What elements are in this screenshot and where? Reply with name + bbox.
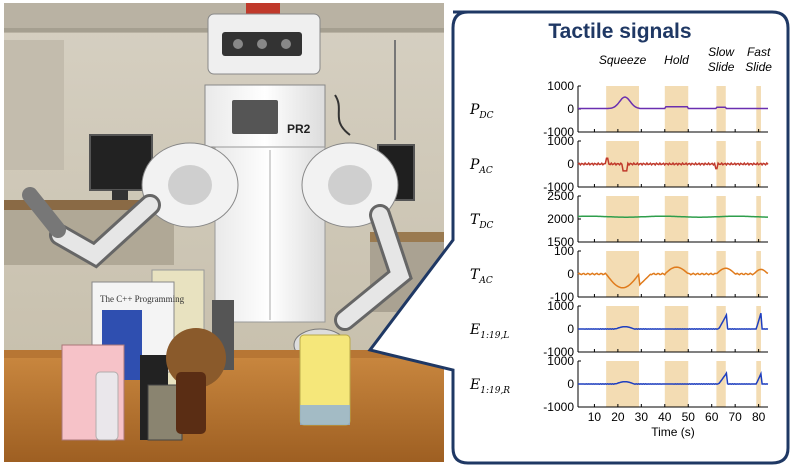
channel-plot: 100 0 -100 TAC (470, 244, 769, 304)
object-brown-bottle (176, 372, 206, 434)
y-tick-label: 0 (567, 267, 574, 281)
y-tick-label: 1000 (547, 299, 574, 313)
object-spray-bottle (95, 371, 119, 441)
channel-label: E1:19,R (469, 377, 510, 396)
x-tick-label: 30 (635, 410, 649, 424)
robot-label: PR2 (287, 122, 311, 136)
desk-left (4, 200, 174, 210)
channel-plot: 1000 0 -1000 E1:19,L (469, 299, 769, 359)
x-tick-label: 60 (705, 410, 719, 424)
y-tick-label: -1000 (543, 400, 574, 414)
tactile-panel: Tactile signals Squeeze Hold Slow Slide Fast… (367, 10, 790, 465)
phase-band (664, 251, 689, 297)
phase-band (756, 251, 761, 297)
panel-title: Tactile signals (548, 20, 691, 43)
x-tick-label: 40 (658, 410, 672, 424)
signal-trace (578, 312, 769, 330)
phase-band (716, 86, 726, 132)
plots: 10000-1000PDC10000-1000PAC250020001500TD… (469, 79, 769, 414)
phase-band (716, 251, 726, 297)
y-tick-label: -1000 (543, 180, 574, 194)
x-tick-label: 70 (728, 410, 742, 424)
wall-shelf (4, 40, 64, 170)
y-tick-label: 1000 (547, 354, 574, 368)
x-tick-label: 50 (682, 410, 696, 424)
signal-trace (577, 266, 769, 289)
phase-band (664, 86, 689, 132)
phase-band (606, 251, 639, 297)
signal-trace (577, 157, 769, 172)
y-tick-label: 0 (567, 157, 574, 171)
y-tick-label: 1500 (547, 235, 574, 249)
signal-trace (578, 215, 768, 218)
signal-trace (578, 96, 768, 110)
channel-label: TDC (470, 212, 494, 231)
book-label: The C++ Programming (100, 294, 185, 304)
phase-band (756, 361, 761, 407)
channel-plot: 2500 2000 1500 TDC (470, 189, 768, 249)
left-gripper (22, 187, 66, 238)
y-tick-label: 0 (567, 102, 574, 116)
x-tick-label: 20 (611, 410, 625, 424)
y-tick-label: 2500 (547, 189, 574, 203)
y-tick-label: 0 (567, 377, 574, 391)
phase-label: Hold (664, 53, 689, 67)
y-tick-label: 2000 (547, 212, 574, 226)
phase-label: Slow Slide (708, 45, 736, 74)
channel-label: E1:19,L (469, 322, 509, 341)
phase-band (716, 306, 726, 352)
y-tick-label: -1000 (543, 345, 574, 359)
desk-right (370, 232, 444, 242)
channel-plot: 1000 0 -1000 E1:19,R (469, 354, 769, 414)
y-tick-label: 0 (567, 322, 574, 336)
y-tick-label: 100 (554, 244, 574, 258)
phase-band (716, 361, 726, 407)
y-tick-label: 1000 (547, 134, 574, 148)
channel-label: TAC (470, 267, 493, 286)
x-axis: 10 20 30 40 50 60 70 80 Time (s) (588, 410, 766, 439)
y-tick-label: -100 (550, 290, 574, 304)
channel-label: PAC (469, 157, 493, 176)
phase-band (756, 306, 761, 352)
phase-label: Fast Slide (745, 45, 772, 74)
x-tick-label: 10 (588, 410, 602, 424)
x-axis-label: Time (s) (651, 425, 695, 439)
phase-label: Squeeze (599, 53, 647, 67)
x-tick-label: 80 (752, 410, 766, 424)
phase-band (716, 196, 726, 242)
robot-head-light (246, 3, 280, 15)
phase-band (664, 196, 689, 242)
signal-trace (578, 370, 769, 385)
y-tick-label: 1000 (547, 79, 574, 93)
phase-band (756, 196, 761, 242)
phase-band (606, 86, 639, 132)
phase-band (606, 196, 639, 242)
y-tick-label: -1000 (543, 125, 574, 139)
channel-plot: 1000 0 -1000 PAC (469, 134, 769, 194)
channel-plot: 1000 0 -1000 PDC (469, 79, 768, 139)
robot-photo: PR2 The C++ Programming (4, 3, 444, 462)
channel-label: PDC (469, 102, 494, 121)
phase-labels: Squeeze Hold Slow Slide Fast Slide (599, 45, 772, 74)
